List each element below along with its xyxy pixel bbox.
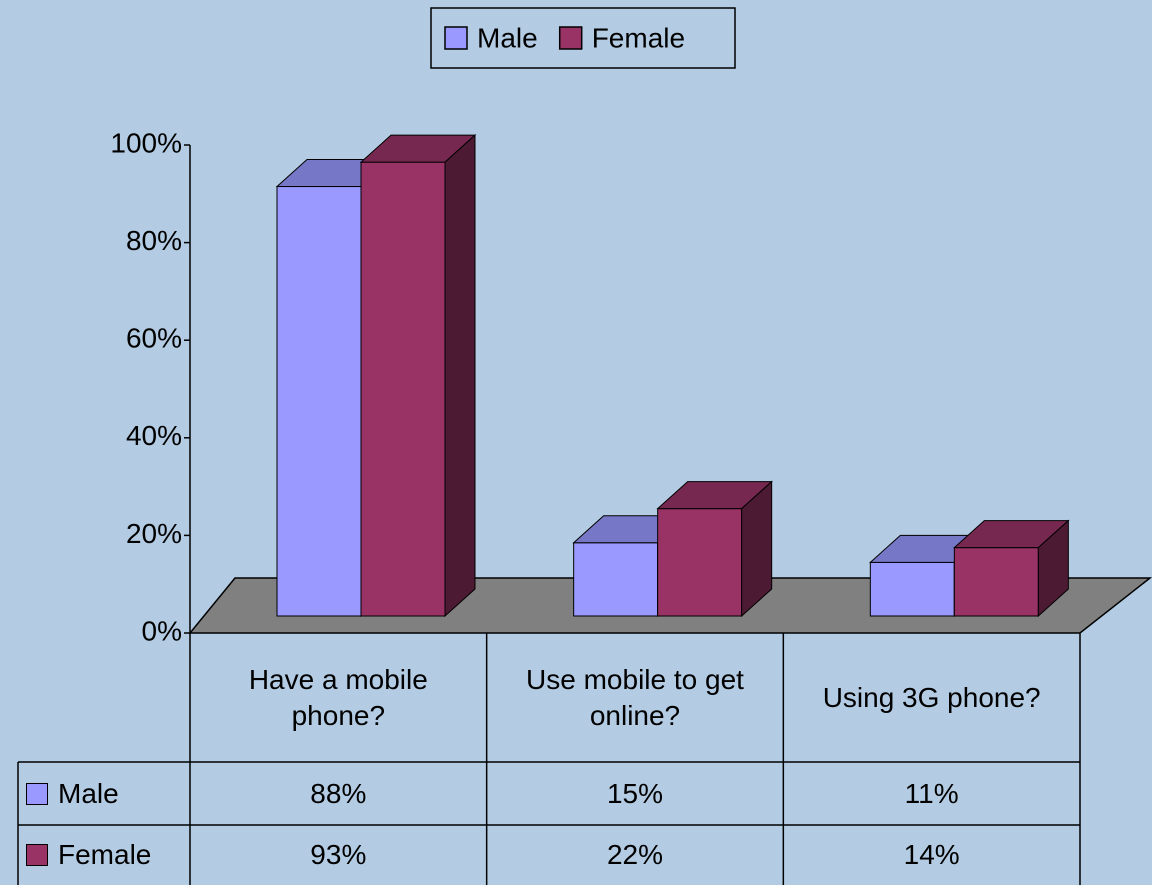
- bar-side: [444, 134, 476, 618]
- category-label: Using 3G phone?: [822, 681, 1041, 713]
- bar-side: [1037, 519, 1069, 618]
- data-label: 11%: [904, 777, 959, 809]
- legend-label: Male: [477, 22, 538, 53]
- legend-label: Female: [58, 839, 152, 870]
- y-tick-label: 40%: [126, 420, 182, 451]
- category-label: Have a mobile phone?: [248, 663, 428, 731]
- y-tick-label: 80%: [126, 225, 182, 256]
- legend-swatch: [26, 782, 48, 805]
- bar-front: [573, 542, 659, 617]
- table-row-header: Female: [18, 825, 190, 885]
- legend-label: Female: [592, 22, 685, 53]
- bar-side: [741, 480, 773, 618]
- data-label: 93%: [310, 839, 367, 870]
- bar-front: [953, 547, 1039, 617]
- bar-front: [360, 161, 446, 617]
- category-label: Use mobile to get online?: [526, 663, 744, 731]
- bar-front: [657, 508, 743, 617]
- data-label: 14%: [903, 839, 960, 870]
- legend-swatch: [444, 26, 468, 50]
- y-tick-label: 60%: [126, 323, 182, 354]
- legend-label: Male: [58, 777, 119, 809]
- legend-box: [430, 7, 736, 69]
- data-label: 22%: [606, 839, 663, 870]
- y-tick-label: 20%: [126, 518, 182, 549]
- y-tick-label: 100%: [110, 127, 182, 158]
- table-row-header: Male: [18, 762, 190, 825]
- data-label: 15%: [606, 777, 663, 809]
- data-label: 88%: [310, 777, 367, 809]
- bar-front: [276, 186, 362, 617]
- legend-swatch: [558, 26, 583, 50]
- y-tick-label: 0%: [142, 615, 182, 646]
- bar-front: [869, 561, 955, 617]
- legend-swatch: [26, 844, 48, 866]
